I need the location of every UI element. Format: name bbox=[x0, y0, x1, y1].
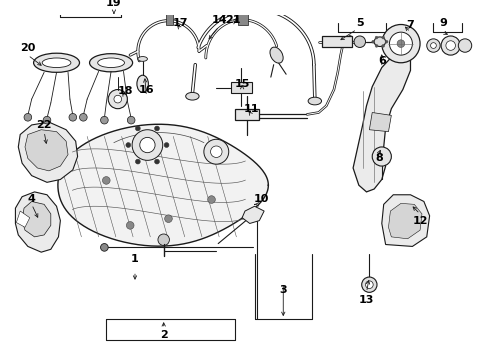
Circle shape bbox=[211, 146, 222, 157]
Polygon shape bbox=[18, 122, 77, 182]
Text: 6: 6 bbox=[378, 56, 386, 66]
Circle shape bbox=[140, 138, 155, 153]
Circle shape bbox=[132, 130, 163, 160]
Text: 3: 3 bbox=[279, 285, 287, 296]
Text: 7: 7 bbox=[407, 19, 415, 30]
Text: 4: 4 bbox=[28, 194, 36, 204]
Circle shape bbox=[102, 177, 110, 184]
Ellipse shape bbox=[90, 54, 133, 72]
Text: 11: 11 bbox=[244, 104, 259, 114]
Text: 16: 16 bbox=[139, 85, 154, 95]
Circle shape bbox=[127, 116, 135, 124]
Polygon shape bbox=[22, 202, 51, 237]
Circle shape bbox=[390, 32, 413, 55]
Circle shape bbox=[372, 40, 375, 43]
Ellipse shape bbox=[42, 58, 71, 68]
Circle shape bbox=[24, 113, 32, 121]
Circle shape bbox=[458, 39, 472, 52]
Text: 8: 8 bbox=[375, 153, 383, 163]
Circle shape bbox=[382, 24, 420, 63]
Circle shape bbox=[135, 126, 140, 131]
Bar bbox=[166, 13, 173, 24]
Ellipse shape bbox=[138, 57, 147, 61]
Circle shape bbox=[69, 113, 76, 121]
Circle shape bbox=[165, 215, 172, 222]
Polygon shape bbox=[242, 206, 264, 224]
Bar bbox=[231, 82, 252, 93]
Polygon shape bbox=[16, 211, 30, 227]
Circle shape bbox=[366, 281, 373, 288]
Text: 9: 9 bbox=[439, 18, 447, 28]
Circle shape bbox=[204, 139, 229, 164]
Circle shape bbox=[135, 159, 140, 164]
Text: 10: 10 bbox=[253, 194, 269, 204]
Ellipse shape bbox=[98, 58, 124, 68]
Text: 17: 17 bbox=[173, 18, 189, 28]
Circle shape bbox=[100, 116, 108, 124]
Text: 2: 2 bbox=[160, 330, 168, 341]
Circle shape bbox=[375, 36, 378, 39]
Polygon shape bbox=[15, 192, 60, 252]
Bar bbox=[235, 109, 259, 120]
Circle shape bbox=[427, 39, 440, 52]
Circle shape bbox=[79, 113, 87, 121]
Polygon shape bbox=[58, 124, 269, 246]
Ellipse shape bbox=[270, 47, 283, 63]
Polygon shape bbox=[369, 113, 392, 132]
Text: 21: 21 bbox=[225, 15, 240, 25]
Ellipse shape bbox=[186, 93, 199, 100]
Polygon shape bbox=[25, 130, 68, 171]
Circle shape bbox=[382, 36, 385, 39]
Circle shape bbox=[164, 143, 169, 148]
Text: 1: 1 bbox=[131, 254, 139, 264]
Bar bbox=[238, 13, 248, 24]
Circle shape bbox=[155, 126, 159, 131]
Text: 12: 12 bbox=[412, 216, 428, 226]
Text: 13: 13 bbox=[359, 295, 374, 305]
Circle shape bbox=[114, 95, 122, 103]
Circle shape bbox=[385, 40, 388, 43]
Text: 5: 5 bbox=[356, 18, 364, 28]
Circle shape bbox=[397, 40, 405, 48]
Text: 15: 15 bbox=[234, 79, 250, 89]
Text: 14: 14 bbox=[211, 15, 227, 25]
Circle shape bbox=[375, 44, 378, 47]
Circle shape bbox=[362, 277, 377, 292]
Circle shape bbox=[431, 43, 436, 48]
Circle shape bbox=[100, 244, 108, 251]
Ellipse shape bbox=[34, 53, 79, 72]
Ellipse shape bbox=[308, 97, 321, 105]
Text: 20: 20 bbox=[20, 44, 36, 53]
Circle shape bbox=[126, 221, 134, 229]
Circle shape bbox=[126, 143, 131, 148]
Circle shape bbox=[208, 196, 215, 203]
Polygon shape bbox=[389, 203, 422, 239]
Circle shape bbox=[155, 159, 159, 164]
Circle shape bbox=[354, 36, 366, 48]
Bar bbox=[321, 36, 352, 48]
Text: 18: 18 bbox=[118, 86, 133, 96]
Circle shape bbox=[108, 90, 127, 109]
Circle shape bbox=[158, 234, 170, 246]
Circle shape bbox=[441, 36, 460, 55]
Circle shape bbox=[446, 41, 455, 50]
Polygon shape bbox=[382, 195, 430, 247]
Text: 19: 19 bbox=[106, 0, 122, 8]
Polygon shape bbox=[353, 51, 411, 192]
Circle shape bbox=[43, 116, 51, 124]
Text: 22: 22 bbox=[36, 120, 52, 130]
Ellipse shape bbox=[374, 37, 386, 46]
Circle shape bbox=[382, 44, 385, 47]
Circle shape bbox=[372, 147, 392, 166]
Ellipse shape bbox=[137, 75, 148, 93]
